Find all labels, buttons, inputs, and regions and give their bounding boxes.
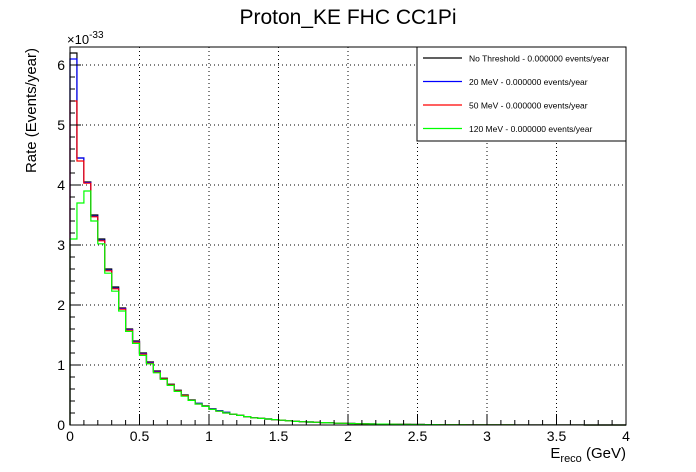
legend: No Threshold - 0.000000 events/year 20 Me… [416, 46, 627, 142]
x-tick-label: 4 [622, 428, 630, 444]
y-exponent-power: -33 [89, 30, 104, 41]
y-exponent-label: ×10-33 [67, 30, 104, 47]
grid-lines [70, 47, 626, 425]
x-tick-label: 2 [344, 428, 352, 444]
x-tick-label: 3 [483, 428, 491, 444]
series-line [69, 190, 626, 426]
legend-entry-label: 20 MeV - 0.000000 events/year [469, 77, 588, 87]
y-exponent-base: ×10 [67, 32, 89, 47]
x-tick-label: 1 [205, 428, 213, 444]
legend-box [416, 46, 627, 142]
x-axis-label-main: E [550, 445, 560, 462]
x-tick-label: 2.5 [408, 428, 428, 444]
y-tick-label: 1 [57, 357, 65, 373]
axes: 0 0.5 1 1.5 2 2.5 3 3.5 4 0 1 2 3 4 5 6 [57, 52, 630, 444]
x-tick-label: 3.5 [547, 428, 567, 444]
y-tick-label: 3 [57, 237, 65, 253]
legend-entry-label: No Threshold - 0.000000 events/year [469, 54, 609, 64]
legend-entries: No Threshold - 0.000000 events/year 20 Me… [423, 54, 609, 134]
x-tick-label: 0 [66, 428, 74, 444]
y-tick-label: 2 [57, 297, 65, 313]
y-tick-label: 6 [57, 57, 65, 73]
x-axis-label-unit: (GeV) [582, 445, 626, 462]
x-tick-label: 1.5 [269, 428, 289, 444]
legend-entry-label: 120 MeV - 0.000000 events/year [469, 124, 592, 134]
y-tick-label: 5 [57, 117, 65, 133]
x-axis-label-sub: reco [560, 453, 581, 465]
chart-title: Proton_KE FHC CC1Pi [239, 6, 456, 29]
y-tick-label: 4 [57, 177, 65, 193]
y-tick-label: 0 [57, 417, 65, 433]
x-tick-label: 0.5 [130, 428, 150, 444]
legend-entry-label: 50 MeV - 0.000000 events/year [469, 101, 588, 111]
x-axis-label: Ereco (GeV) [550, 445, 626, 465]
y-axis-label: Rate (Events/year) [23, 48, 40, 173]
